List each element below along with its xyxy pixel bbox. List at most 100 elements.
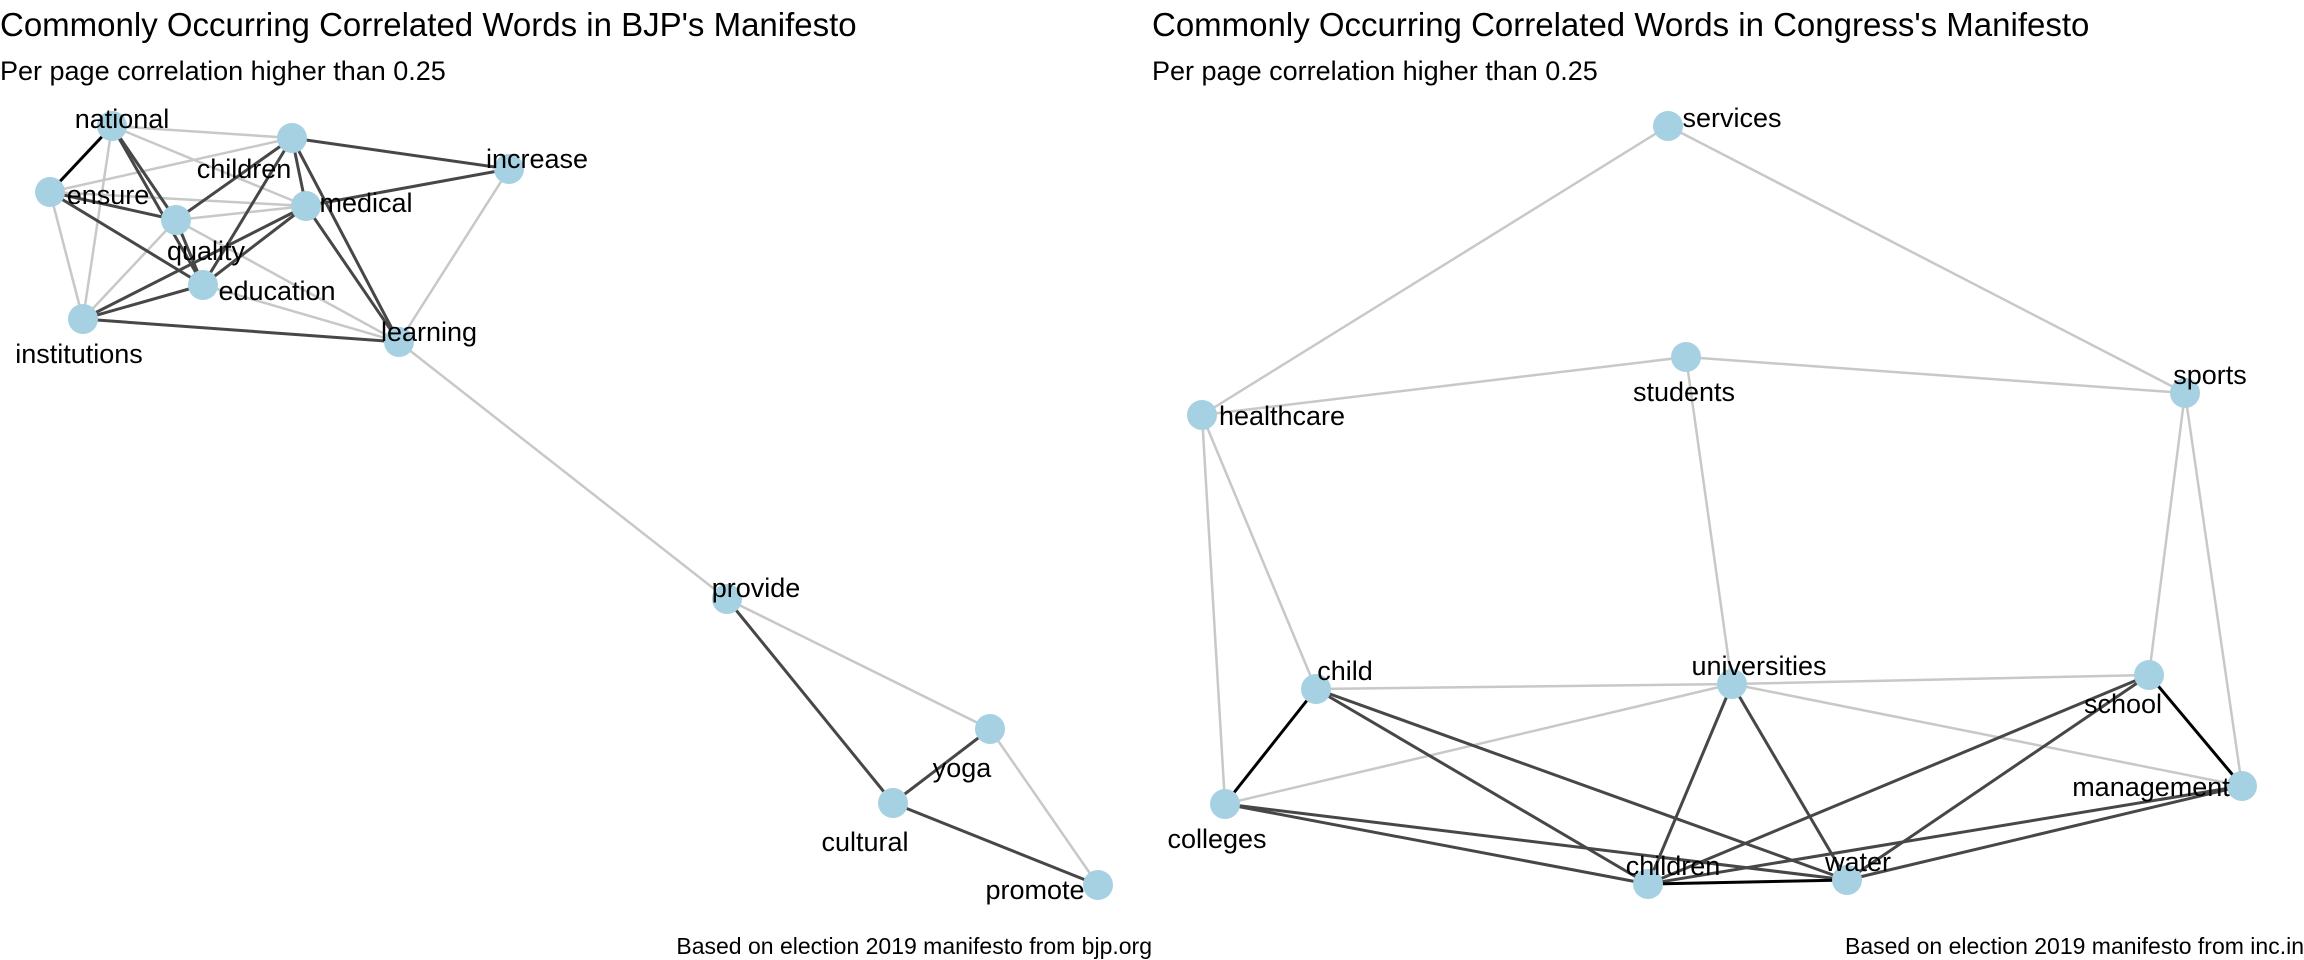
edge-child-children: [1315, 687, 1649, 886]
edge-water-management: [1846, 784, 2243, 882]
node-label-colleges: colleges: [1167, 824, 1266, 854]
node-institutions: [68, 304, 98, 334]
edge-school-children: [1647, 673, 2150, 886]
edge-institutions-learning: [82, 317, 400, 344]
edge-services-sports: [1667, 124, 2186, 395]
edge-universities-management: [1731, 682, 2243, 788]
node-label-promote: promote: [985, 875, 1084, 905]
edge-school-management: [2147, 674, 2244, 787]
edge-sports-management: [2183, 392, 2244, 787]
node-label-national: national: [75, 104, 170, 134]
panel-title: Commonly Occurring Correlated Words in C…: [1152, 6, 2090, 43]
node-medical: [291, 191, 321, 221]
edge-quality-learning: [175, 218, 400, 344]
edge-provide-yoga: [726, 597, 991, 731]
edge-universities-water: [1730, 683, 1849, 881]
edge-national-children: [111, 124, 293, 140]
node-label-quality: quality: [167, 236, 246, 266]
node-students: [1671, 342, 1701, 372]
edge-quality-institutions: [82, 219, 177, 320]
node-cultural: [878, 788, 908, 818]
node-label-increase: increase: [486, 144, 588, 174]
node-label-children: children: [1626, 851, 1721, 881]
node-label-sports: sports: [2173, 360, 2247, 390]
edge-yoga-cultural: [892, 727, 991, 805]
node-yoga: [975, 714, 1005, 744]
edge-medical-increase: [305, 167, 510, 208]
edge-increase-learning: [397, 168, 511, 343]
edge-children-quality: [175, 136, 293, 222]
edge-ensure-quality: [49, 190, 177, 222]
edge-education-institutions: [82, 283, 204, 321]
bjp-network-graph: national children increase ensure medical qua…: [15, 104, 1113, 905]
node-label-yoga: yoga: [933, 753, 993, 783]
edges: [1200, 124, 2244, 886]
edge-healthcare-colleges: [1200, 414, 1227, 805]
panel-subtitle: Per page correlation higher than 0.25: [1152, 56, 1598, 86]
nodes: [35, 111, 1113, 900]
edge-students-healthcare: [1201, 355, 1687, 417]
edge-national-ensure: [48, 124, 114, 194]
node-label-provide: provide: [712, 573, 801, 603]
edge-national-medical: [111, 124, 307, 208]
node-universities: [1717, 669, 1747, 699]
node-label-child: child: [1317, 656, 1373, 686]
edge-services-healthcare: [1201, 124, 1669, 417]
node-label-ensure: ensure: [67, 180, 150, 210]
edge-child-universities: [1315, 682, 1733, 691]
edge-universities-school: [1731, 673, 2150, 686]
node-label-medical: medical: [319, 188, 412, 218]
edge-colleges-water: [1224, 802, 1848, 882]
edge-child-colleges: [1223, 688, 1318, 805]
node-increase: [494, 154, 524, 184]
node-promote: [1083, 870, 1113, 900]
node-water: [1832, 865, 1862, 895]
node-national: [97, 111, 127, 141]
node-children: [277, 123, 307, 153]
edge-healthcare-child: [1200, 414, 1318, 690]
edge-ensure-medical: [49, 190, 307, 208]
node-label-school: school: [2084, 689, 2162, 719]
edge-national-education: [110, 125, 205, 286]
node-school: [2134, 660, 2164, 690]
panel-title: Commonly Occurring Correlated Words in B…: [0, 6, 857, 43]
node-healthcare: [1187, 400, 1217, 430]
edge-colleges-children: [1224, 802, 1649, 886]
panel-caption: Based on election 2019 manifesto from in…: [1845, 933, 2304, 959]
node-label-learning: learning: [381, 317, 477, 347]
node-provide: [712, 584, 742, 614]
edge-medical-education: [202, 204, 307, 287]
edge-yoga-promote: [988, 728, 1100, 886]
node-child: [1301, 674, 1331, 704]
node-quality: [161, 205, 191, 235]
node-label-education: education: [218, 276, 335, 306]
congress-network-graph: services students healthcare sports child uni…: [1167, 103, 2257, 899]
labels: services students healthcare sports child uni…: [1167, 103, 2246, 881]
node-ensure: [35, 177, 65, 207]
node-management: [2227, 771, 2257, 801]
node-learning: [384, 327, 414, 357]
node-label-water: water: [1824, 847, 1891, 877]
edge-universities-children: [1646, 683, 1734, 885]
edge-medical-quality: [175, 204, 307, 222]
node-education: [188, 270, 218, 300]
edge-children-management: [1647, 784, 2243, 886]
node-colleges: [1210, 789, 1240, 819]
edge-students-universities: [1684, 356, 1734, 685]
panel-caption: Based on election 2019 manifesto from bj…: [676, 933, 1152, 959]
node-label-healthcare: healthcare: [1219, 401, 1345, 431]
edge-students-sports: [1685, 355, 2186, 395]
node-label-students: students: [1633, 377, 1735, 407]
node-label-children: children: [197, 154, 292, 184]
node-label-institutions: institutions: [15, 339, 143, 369]
node-label-management: management: [2072, 772, 2230, 802]
edge-cultural-promote: [892, 801, 1099, 887]
edge-universities-colleges: [1224, 682, 1733, 806]
edge-children-learning: [290, 137, 401, 343]
edge-ensure-institutions: [48, 191, 85, 320]
edge-education-learning: [202, 283, 400, 344]
edge-children-increase: [291, 136, 510, 171]
node-children: [1633, 869, 1663, 899]
panel-subtitle: Per page correlation higher than 0.25: [0, 56, 446, 86]
node-label-universities: universities: [1691, 651, 1826, 681]
